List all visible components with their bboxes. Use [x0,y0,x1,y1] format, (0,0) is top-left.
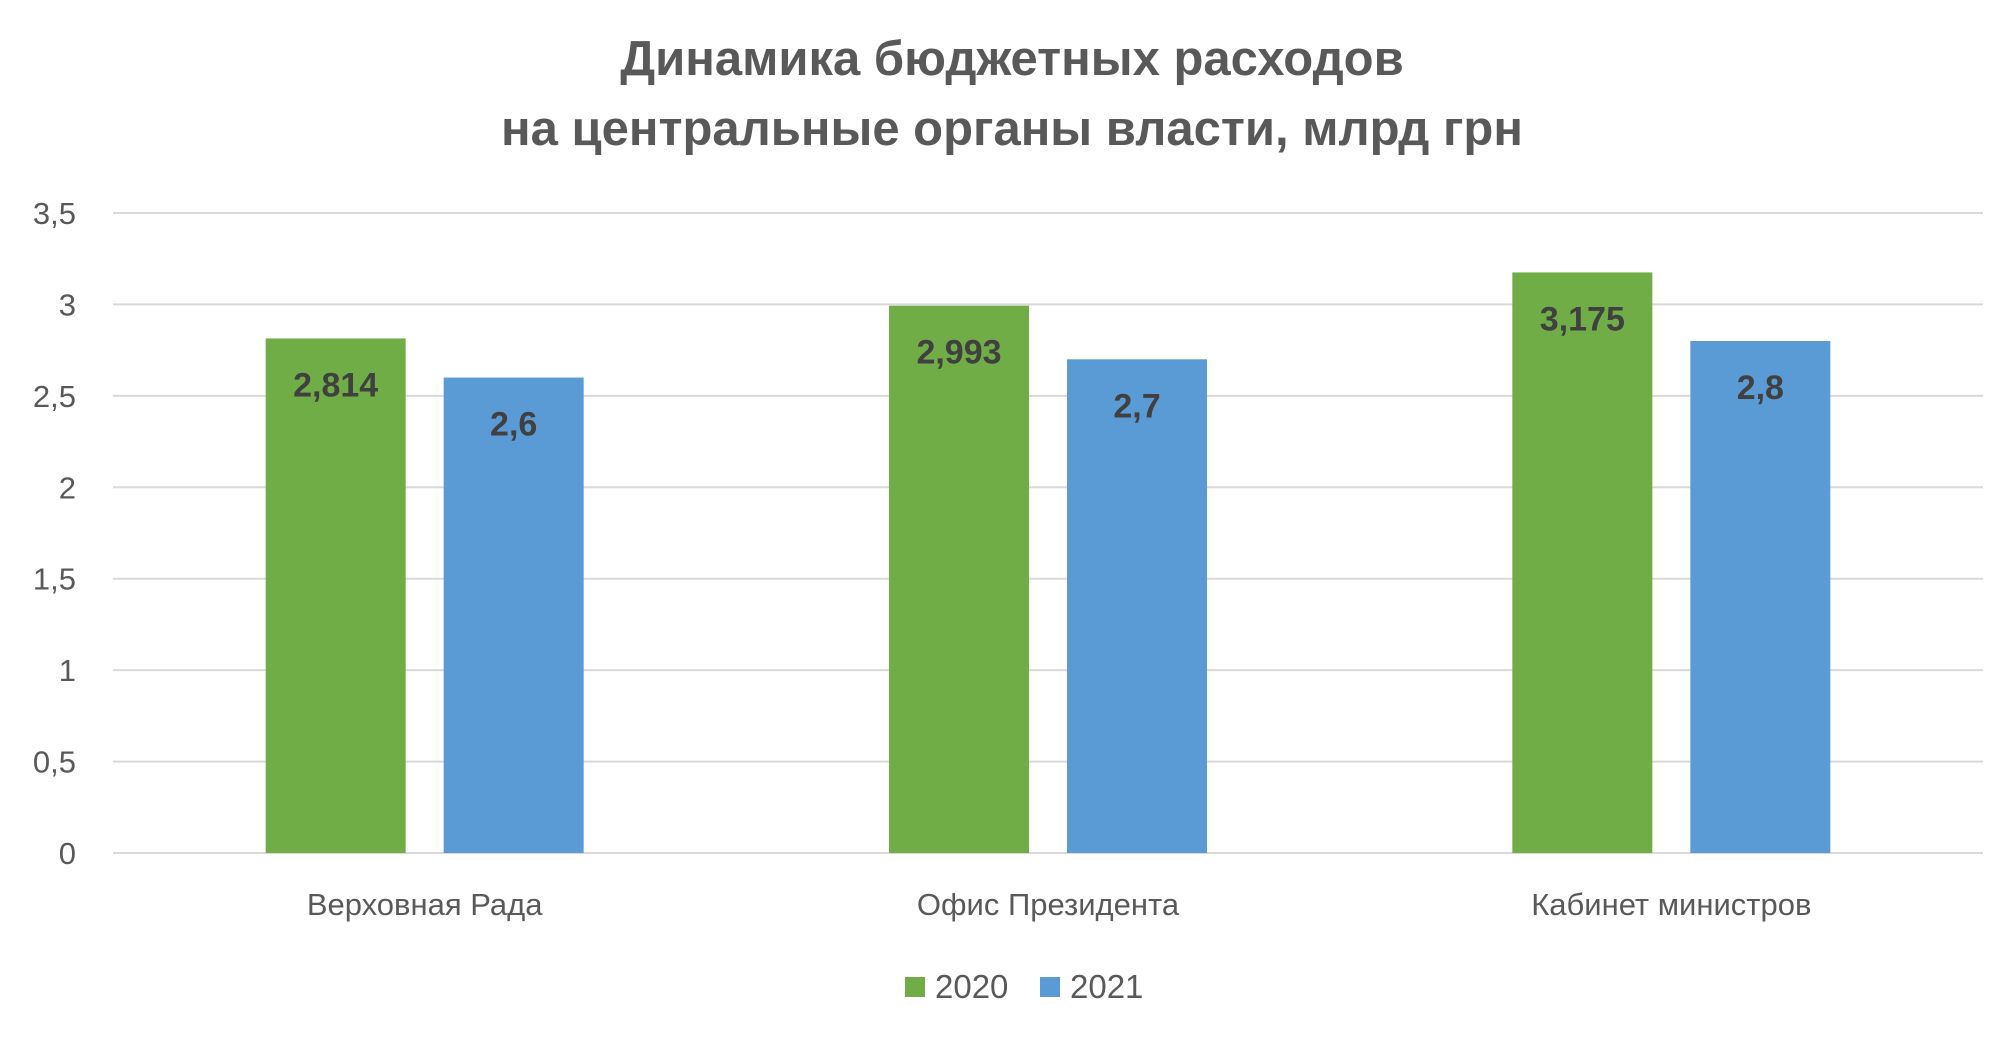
y-tick-label: 3,5 [33,196,76,231]
bar-2020 [889,305,1029,853]
data-label: 3,175 [1540,300,1625,338]
bar-2020 [265,338,406,853]
data-label: 2,8 [1737,369,1784,407]
y-tick-label: 2 [59,470,76,505]
chart-title: Динамика бюджетных расходов на центральн… [501,32,1523,156]
gridlines [113,212,1983,854]
category-label: Офис Президента [917,887,1180,922]
legend-swatch-2020 [905,977,925,997]
data-label: 2,6 [490,406,537,444]
data-label: 2,814 [293,366,378,404]
bar-2021 [1690,341,1831,853]
legend-label-2020: 2020 [935,968,1008,1005]
x-axis-category-labels: Верховная Рада Офис Президента Кабинет мин… [307,887,1812,922]
category-label: Кабинет министров [1531,887,1811,922]
y-tick-label: 1 [59,653,76,688]
data-labels: 2,814 2,6 2,993 2,7 3,175 2,8 [293,300,1784,443]
data-label: 2,7 [1113,387,1160,425]
y-tick-label: 0,5 [33,745,76,780]
bar-2021 [443,377,584,853]
chart-title-line-2: на центральные органы власти, млрд грн [501,102,1523,156]
legend: 2020 2021 [905,968,1143,1005]
category-label: Верховная Рада [307,887,543,922]
y-tick-label: 2,5 [33,379,76,414]
y-axis-tick-labels: 0 0,5 1 1,5 2 2,5 3 3,5 [33,196,76,871]
bar-2021 [1067,359,1207,853]
y-tick-label: 3 [59,287,76,322]
bar-2020 [1512,272,1653,853]
y-tick-label: 1,5 [33,562,76,597]
legend-label-2021: 2021 [1070,968,1143,1005]
data-label: 2,993 [916,334,1001,372]
bars [265,272,1831,853]
chart-title-line-1: Динамика бюджетных расходов [620,32,1403,86]
legend-swatch-2021 [1040,977,1060,997]
y-tick-label: 0 [59,836,76,871]
